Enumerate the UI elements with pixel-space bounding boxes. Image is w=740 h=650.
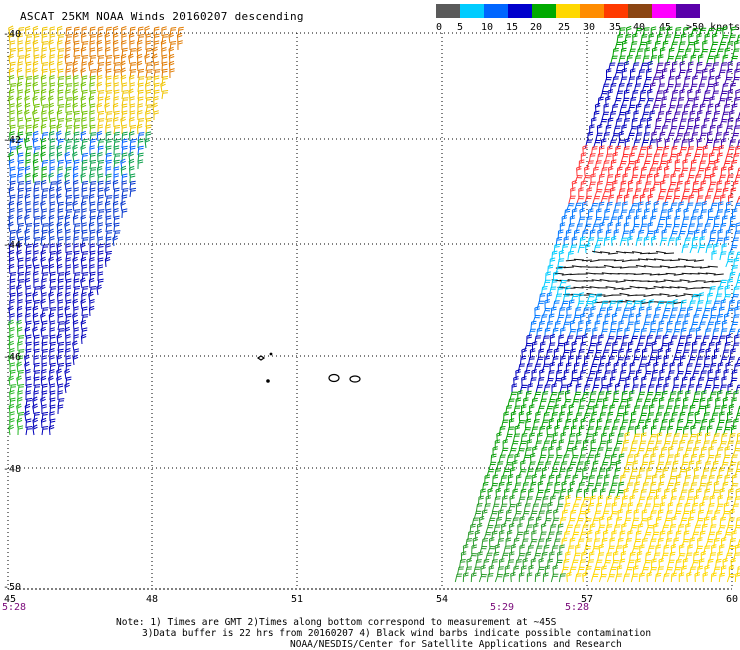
lon-label: 48 [146,594,158,605]
legend-swatch [436,4,460,18]
legend-label: 10 [481,22,493,33]
lat-label: -48 [3,464,21,475]
lon-label: 60 [726,594,738,605]
island [349,375,361,383]
island [328,373,340,383]
legend-swatch [484,4,508,18]
legend-swatch [508,4,532,18]
legend-swatch [628,4,652,18]
lon-label: 57 [581,594,593,605]
island [266,379,270,383]
legend-swatch [580,4,604,18]
lat-label: -44 [3,240,21,251]
legend-label: 5 [457,22,463,33]
time-label: 5:28 [2,602,26,613]
legend-label: 30 [583,22,595,33]
note-line-1: Note: 1) Times are GMT 2)Times along bot… [116,617,557,628]
time-label: 5:28 [565,602,589,613]
legend-label: 35 [609,22,621,33]
legend-swatch [604,4,628,18]
legend-label: 15 [506,22,518,33]
legend-label: 40 [633,22,645,33]
latitude-labels: -40 -42 -44 -46 -48 -50 [3,29,21,593]
legend-label: 25 [558,22,570,33]
island [269,352,273,356]
lat-label: -46 [3,352,21,363]
legend-swatch [676,4,700,18]
islands [256,352,361,383]
lon-label: 45 [4,594,16,605]
legend-label: 0 [436,22,442,33]
time-labels: 5:28 5:29 5:28 [2,602,589,613]
note-line-2: 3)Data buffer is 22 hrs from 20160207 4)… [142,628,652,639]
lat-label: -50 [3,582,21,593]
lon-label: 51 [291,594,303,605]
legend-swatch [556,4,580,18]
wind-barbs [8,25,740,583]
legend-swatch [460,4,484,18]
note-line-3: NOAA/NESDIS/Center for Satellite Applica… [290,639,622,650]
time-label: 5:29 [490,602,514,613]
island [256,355,266,361]
legend-swatch [532,4,556,18]
wind-speed-legend: 0 5 10 15 20 25 30 35 40 45 >50 knots [436,4,740,33]
lat-label: -40 [3,29,21,40]
lat-label: -42 [3,135,21,146]
legend-label: >50 knots [686,22,740,33]
legend-label: 20 [530,22,542,33]
map-title: ASCAT 25KM NOAA Winds 20160207 descendin… [20,10,304,23]
legend-swatch [652,4,676,18]
lon-label: 54 [436,594,448,605]
graticule [7,32,733,590]
longitude-labels: 45 48 51 54 57 60 [4,594,738,605]
